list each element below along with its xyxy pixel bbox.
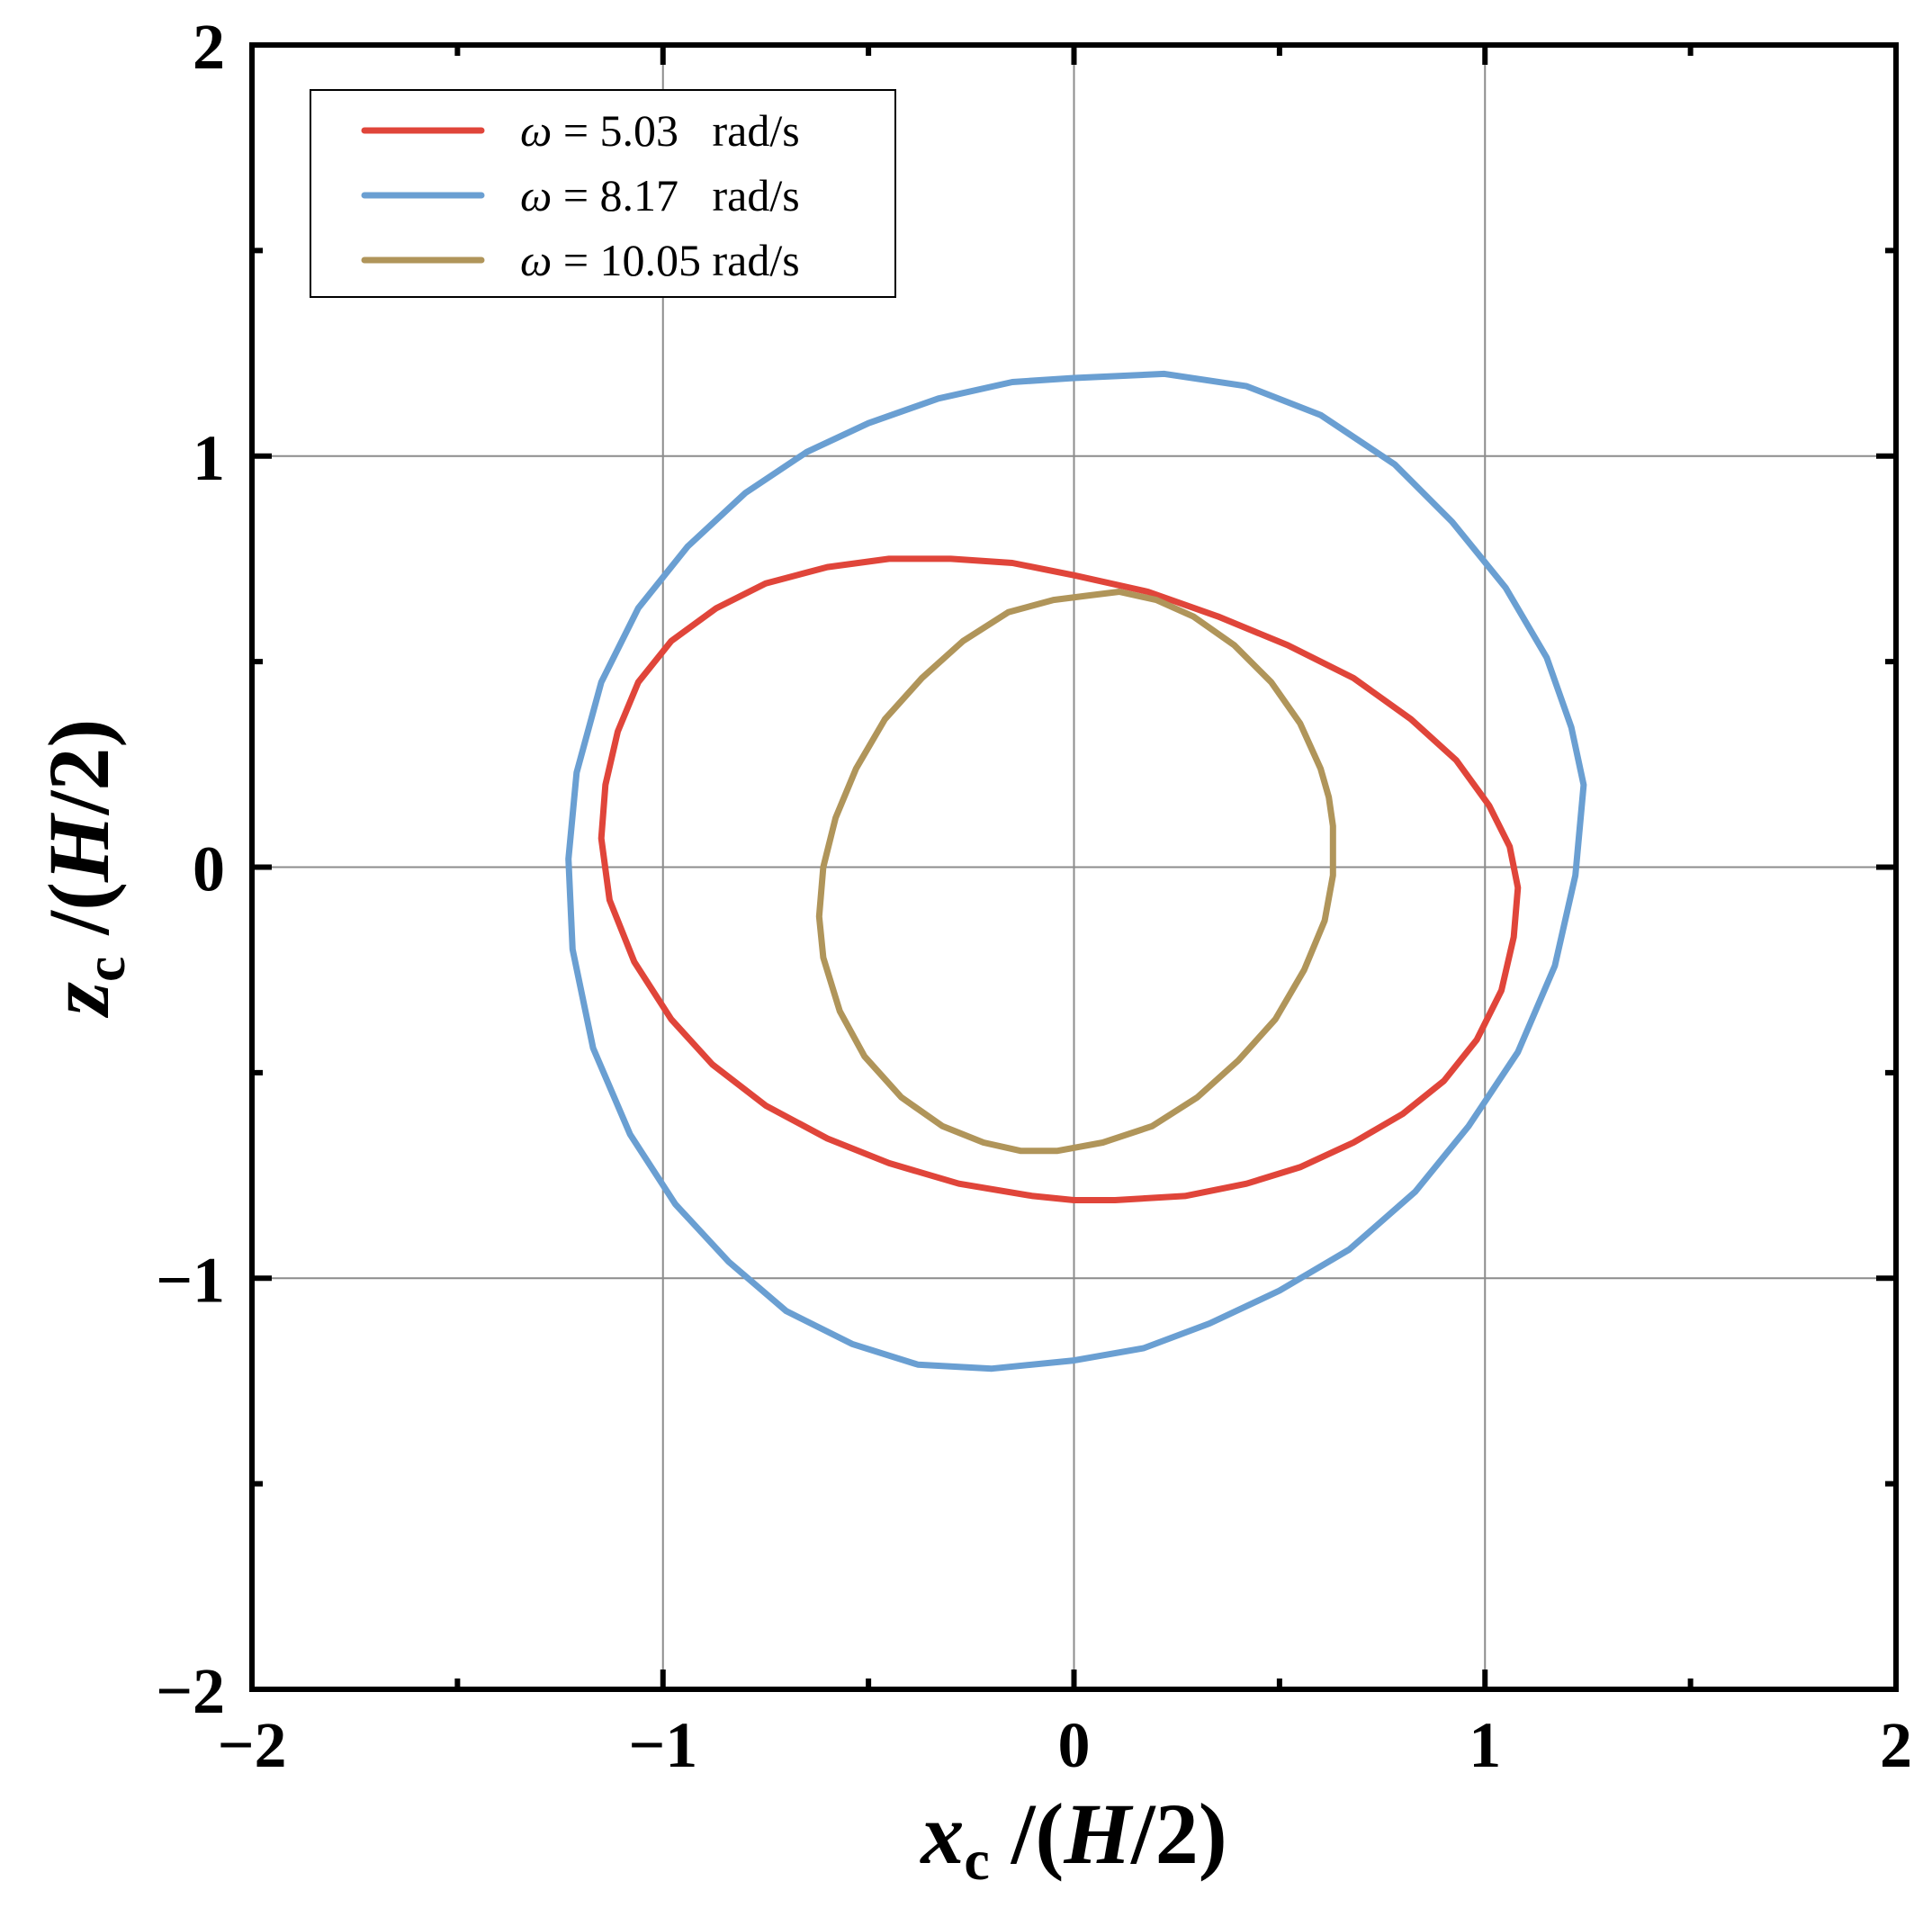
curves xyxy=(565,370,1587,1372)
y-tick-label: 0 xyxy=(193,833,225,905)
series-line xyxy=(815,589,1336,1155)
legend-entry: ω = 8.17 rad/s xyxy=(361,170,800,220)
y-tick-label: −1 xyxy=(156,1244,225,1316)
y-tick-label: 2 xyxy=(193,11,225,83)
legend-label: ω = 10.05 rad/s xyxy=(520,235,800,285)
series-line xyxy=(598,555,1522,1203)
x-tick-label: 2 xyxy=(1880,1709,1912,1781)
x-tick-label: −1 xyxy=(628,1709,697,1781)
legend-entry: ω = 10.05 rad/s xyxy=(361,235,800,285)
legend: ω = 5.03 rad/s ω = 8.17 rad/s ω = 10.05 … xyxy=(310,89,896,298)
legend-label: ω = 8.17 rad/s xyxy=(520,170,800,220)
x-tick-label: −2 xyxy=(217,1709,286,1781)
x-tick-label: 0 xyxy=(1058,1709,1091,1781)
y-tick-label: 1 xyxy=(193,422,225,494)
y-tick-label: −2 xyxy=(156,1655,225,1727)
grid xyxy=(252,45,1896,1689)
legend-entry: ω = 5.03 rad/s xyxy=(361,105,800,156)
tick-labels: −2 −1 0 1 2 −2 −1 0 1 2 xyxy=(156,11,1912,1781)
ticks xyxy=(249,42,1899,1692)
series-line xyxy=(565,370,1587,1372)
legend-label: ω = 5.03 rad/s xyxy=(520,105,800,156)
x-tick-label: 1 xyxy=(1469,1709,1501,1781)
x-axis-label: xc /(H/2) xyxy=(919,1786,1227,1892)
y-axis-label: zc /(H/2) xyxy=(31,719,137,1019)
